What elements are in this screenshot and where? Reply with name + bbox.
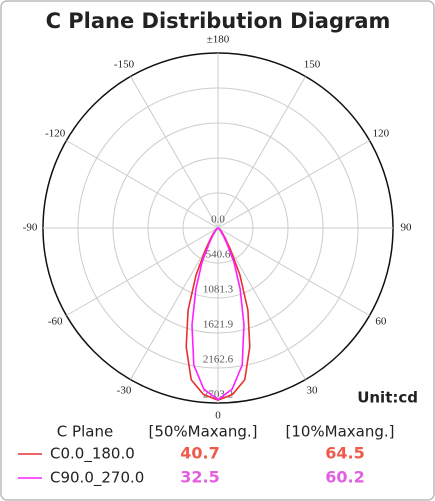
grid-spoke <box>217 140 370 229</box>
beam-10: 64.5 <box>325 444 364 463</box>
angle-tick-label: -30 <box>117 384 132 396</box>
angle-tick-label: ±180 <box>207 34 230 46</box>
angle-tick-label: 30 <box>307 384 319 396</box>
angle-tick-label: 90 <box>401 222 413 234</box>
angle-tick-label: 120 <box>373 128 390 140</box>
angle-tick-label: -150 <box>114 59 135 71</box>
radial-tick-label: 1081.3 <box>203 284 234 296</box>
radial-tick-label: 1621.9 <box>203 319 234 331</box>
angle-tick-label: 60 <box>375 316 387 328</box>
grid-spoke <box>130 76 219 229</box>
radial-tick-label: 2162.6 <box>203 354 234 366</box>
table-header: [50%Maxang.] <box>148 423 257 441</box>
table-header: [10%Maxang.] <box>285 423 394 441</box>
legend-label: C0.0_180.0 <box>50 445 135 464</box>
series-line <box>191 227 245 401</box>
angle-tick-label: -120 <box>45 128 66 140</box>
legend-label: C90.0_270.0 <box>50 469 144 488</box>
angle-tick-label: -60 <box>48 316 63 328</box>
chart-title: C Plane Distribution Diagram <box>46 9 391 33</box>
grid-spoke <box>66 227 219 316</box>
grid-spoke <box>217 227 370 316</box>
unit-label: Unit:cd <box>357 389 418 407</box>
grid-spoke <box>66 140 219 229</box>
radial-tick-label: 0.0 <box>211 214 225 226</box>
grid-spoke <box>217 76 306 229</box>
beam-50: 32.5 <box>180 468 219 487</box>
beam-10: 60.2 <box>325 468 364 487</box>
angle-tick-label: -90 <box>23 222 38 234</box>
angle-tick-label: 0 <box>215 410 221 422</box>
radial-tick-label: 540.6 <box>206 249 231 261</box>
table-header: C Plane <box>57 423 113 441</box>
beam-50: 40.7 <box>180 444 219 463</box>
angle-tick-label: 150 <box>304 59 321 71</box>
